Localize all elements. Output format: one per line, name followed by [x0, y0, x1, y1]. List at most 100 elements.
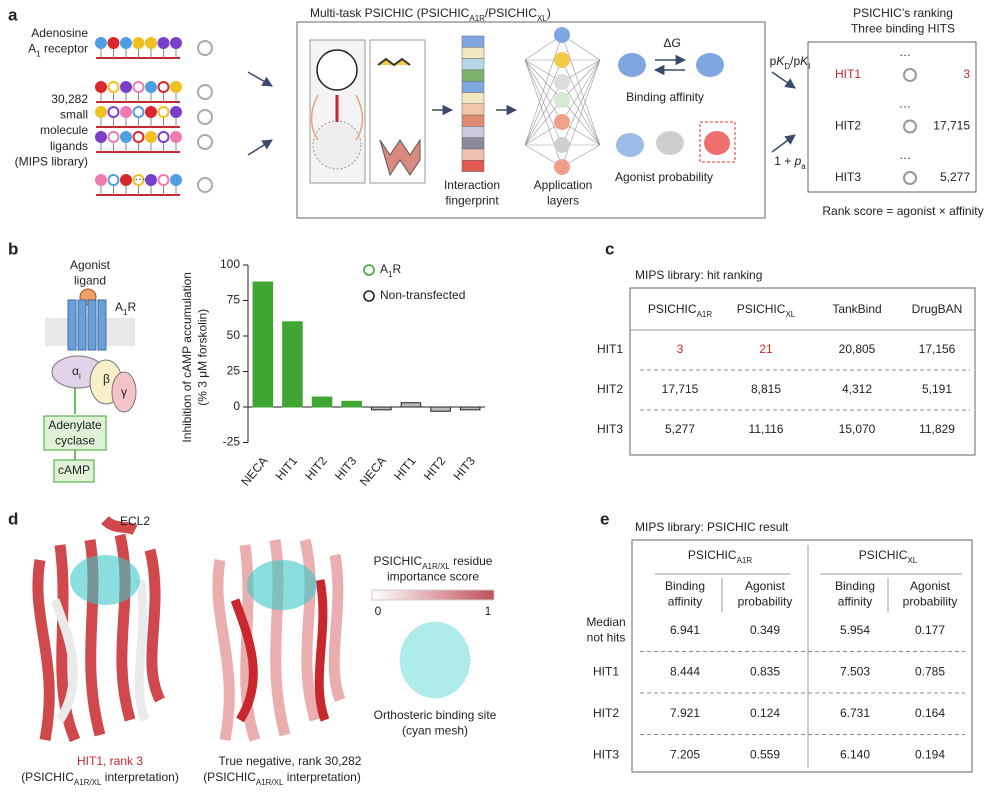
shape [699, 121, 736, 163]
ellipsis: … [899, 148, 911, 162]
text-line: cyclase [55, 434, 95, 448]
text-line: Agonist [910, 579, 951, 593]
text-line: Application [534, 178, 593, 192]
text-line: Adenylate [48, 418, 102, 432]
shape [696, 53, 724, 77]
shape [32, 515, 166, 743]
edge [561, 34, 601, 146]
text-run: XL [907, 556, 917, 565]
bar [252, 281, 274, 408]
head [145, 37, 157, 49]
edge [524, 34, 563, 146]
sequence-icons [95, 37, 213, 196]
cell: 6.731 [840, 706, 870, 720]
cell: 15,070 [839, 422, 876, 436]
row-label: HIT1 [597, 342, 623, 356]
shape [807, 41, 977, 193]
gamma: γ [121, 385, 127, 399]
fingerprint-cell [461, 69, 485, 82]
head [120, 81, 132, 93]
ligand-icon [197, 177, 213, 193]
row-label: HIT1 [593, 665, 619, 679]
shape [379, 138, 421, 177]
x-tick-label: NECA [238, 454, 270, 489]
text-line: affinity [838, 595, 872, 609]
head [120, 131, 132, 143]
fingerprint-cell [461, 114, 485, 127]
text-line: affinity [668, 595, 702, 609]
legend-marker [363, 290, 375, 302]
fingerprint-cell [461, 58, 485, 71]
text-line: 30,282 [51, 92, 88, 106]
shape [230, 579, 330, 723]
ligand-icon [197, 134, 213, 150]
cell: 20,805 [839, 342, 876, 356]
fingerprint-cell [461, 35, 485, 48]
text-line: Binding [665, 579, 705, 593]
text-line: ligands [50, 139, 88, 153]
text-line: probability [903, 595, 958, 609]
shape [631, 539, 973, 773]
y-tick-label: -25 [223, 435, 241, 449]
text-run: 1 [123, 308, 128, 317]
shape [316, 49, 358, 91]
head [170, 174, 182, 186]
shape [43, 415, 107, 451]
hit-label: HIT2 [835, 119, 861, 133]
shape [310, 94, 364, 141]
edge [561, 59, 601, 101]
head [145, 81, 157, 93]
node [554, 52, 570, 68]
library-label: 30,282 small molecule ligands (MIPS library) [15, 92, 89, 168]
cell: 0.177 [915, 623, 945, 637]
column-header: Agonist probability [903, 579, 958, 609]
affinity-input: pKD/pKI [770, 54, 811, 70]
text-run: /PSICHIC [485, 6, 537, 20]
row-label: HIT3 [597, 422, 623, 436]
head [132, 37, 145, 49]
alpha: αi [72, 364, 81, 380]
head [132, 81, 145, 93]
head [120, 37, 132, 49]
text-line: Interaction [444, 178, 500, 192]
cell: 21 [759, 342, 773, 356]
bar-chart: -25 0 25 50 75 100 Inhibition of cAMP accumula… [180, 257, 485, 489]
shape [377, 57, 411, 67]
scale-min: 0 [375, 604, 382, 618]
layers-label: Application layers [534, 178, 593, 208]
head [107, 81, 120, 93]
x-tick-label: NECA [357, 454, 389, 489]
text-run: ) [547, 6, 551, 20]
text-line: Adenosine [31, 26, 88, 40]
protein [32, 515, 471, 743]
text-line: PSICHICA1R/XL residue [374, 554, 493, 570]
text-run: (PSICHIC [21, 770, 74, 784]
head [157, 37, 170, 49]
y-axis-label: Inhibition of cAMP accumulation (% 3 μM f… [180, 272, 210, 443]
column-header: Binding affinity [835, 579, 875, 609]
legend-label: Non-transfected [380, 288, 465, 302]
bar [341, 400, 362, 408]
cell: 0.194 [915, 748, 945, 762]
cell: 17,715 [662, 382, 699, 396]
y-tick-label: 75 [227, 293, 241, 307]
cell: 4,312 [842, 382, 872, 396]
cell: 11,829 [919, 422, 955, 436]
text-line: Agonist [70, 258, 111, 272]
shape [656, 131, 684, 155]
head [170, 106, 182, 118]
shape [296, 21, 766, 219]
fingerprint-cell [461, 47, 485, 59]
text-line: importance score [387, 570, 479, 584]
head [107, 131, 120, 143]
network [524, 27, 601, 175]
text-line: layers [547, 194, 579, 208]
text-line: Binding [835, 579, 875, 593]
head [95, 131, 107, 143]
edge [561, 59, 601, 123]
cell: 7.921 [670, 706, 700, 720]
node [554, 114, 570, 130]
bar [400, 402, 422, 408]
head [107, 37, 120, 49]
rank-value: 3 [963, 67, 970, 81]
